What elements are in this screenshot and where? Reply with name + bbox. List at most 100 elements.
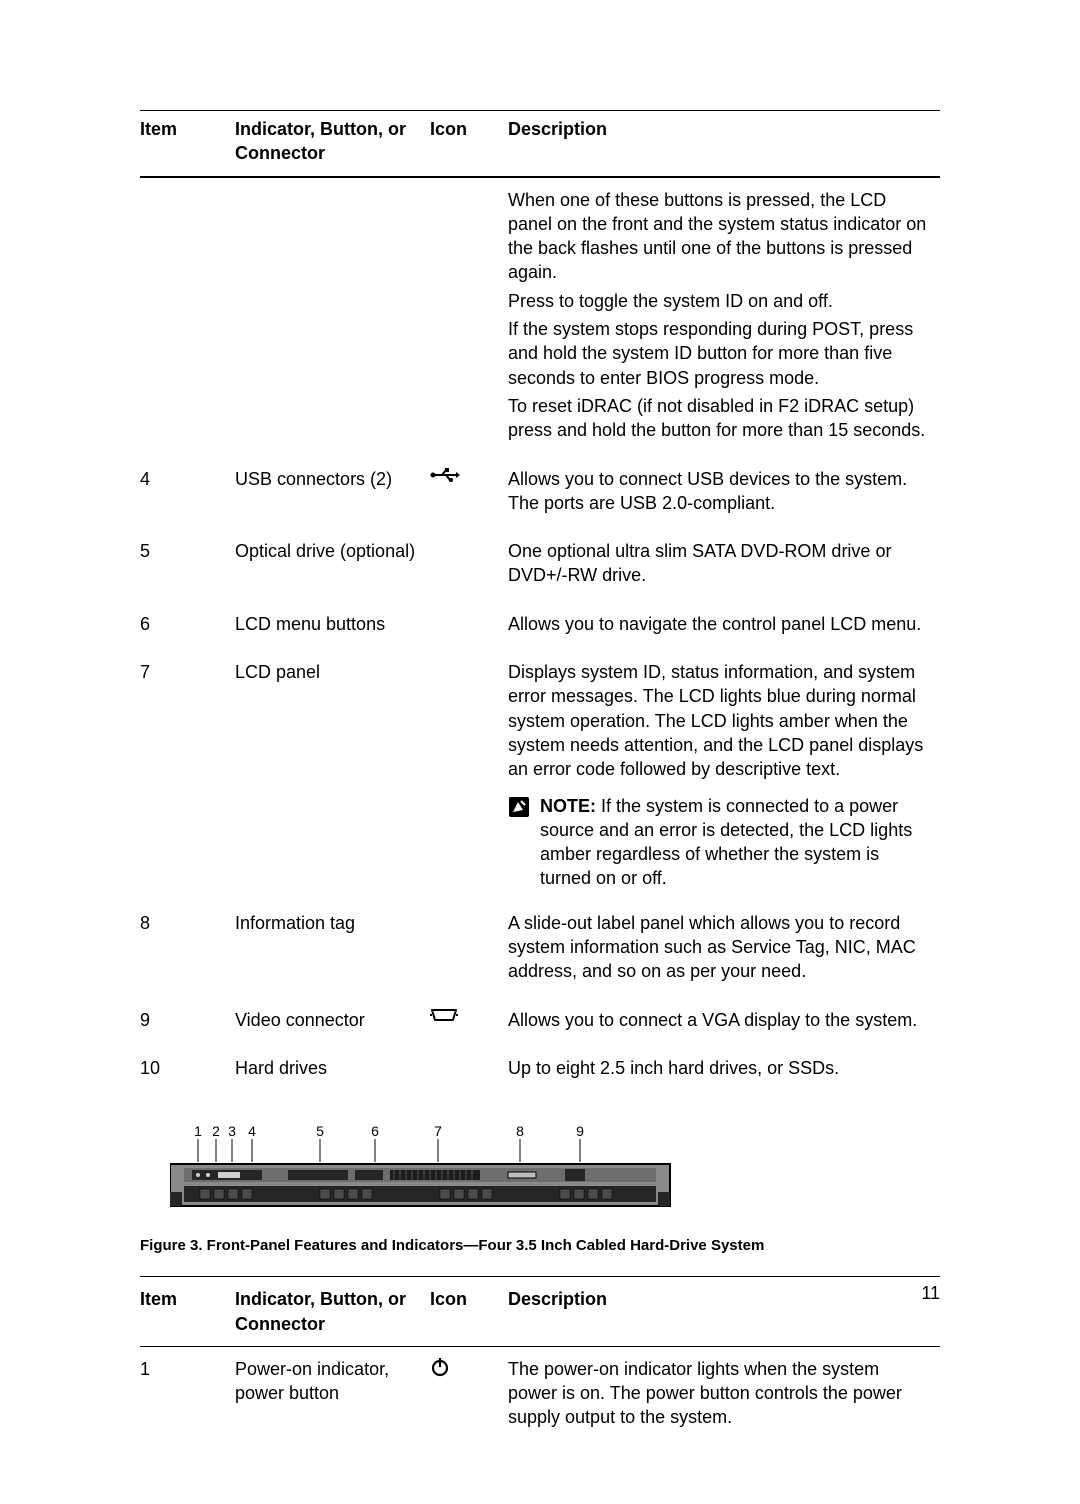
video-port-icon [565, 1169, 585, 1181]
drive-slot [574, 1189, 584, 1199]
cell-description: A slide-out label panel which allows you… [508, 901, 940, 998]
table-row: 1Power-on indicator, power button The po… [140, 1346, 940, 1443]
cell-description: The power-on indicator lights when the s… [508, 1346, 940, 1443]
drive-slot [440, 1189, 450, 1199]
drive-slot [482, 1189, 492, 1199]
figure-caption: Figure 3. Front-Panel Features and Indic… [140, 1237, 940, 1254]
drive-slot [468, 1189, 478, 1199]
description-paragraph: A slide-out label panel which allows you… [508, 911, 930, 984]
col-head-indicator: Indicator, Button, or Connector [235, 111, 430, 177]
drive-slot [228, 1189, 238, 1199]
callout-label: 8 [516, 1124, 524, 1139]
cell-icon [430, 650, 508, 901]
col-head-icon: Icon [430, 1277, 508, 1347]
features-table-1: Item Indicator, Button, or Connector Ico… [140, 110, 940, 1094]
description-paragraph: Press to toggle the system ID on and off… [508, 289, 930, 313]
drive-slot [200, 1189, 210, 1199]
cell-icon [430, 457, 508, 530]
col-head-item: Item [140, 111, 235, 177]
description-paragraph: Allows you to connect a VGA display to t… [508, 1008, 930, 1032]
page-number: 11 [921, 1283, 940, 1304]
col-head-description: Description [508, 1277, 940, 1347]
cell-indicator: Optical drive (optional) [235, 529, 430, 602]
cell-indicator: LCD panel [235, 650, 430, 901]
col-head-description: Description [508, 111, 940, 177]
drive-slot [362, 1189, 372, 1199]
cell-icon [430, 901, 508, 998]
cell-item: 6 [140, 602, 235, 650]
power-icon [430, 1357, 450, 1377]
drive-slot [560, 1189, 570, 1199]
drive-slot [320, 1189, 330, 1199]
cell-indicator: Information tag [235, 901, 430, 998]
cell-indicator: USB connectors (2) [235, 457, 430, 530]
front-panel-diagram: 123456789 [170, 1124, 690, 1219]
info-tag-icon [508, 1172, 536, 1178]
description-paragraph: One optional ultra slim SATA DVD-ROM dri… [508, 539, 930, 588]
callout-label: 1 [194, 1124, 202, 1139]
table-row: 6LCD menu buttons Allows you to navigate … [140, 602, 940, 650]
note-icon [508, 796, 530, 818]
callout-label: 7 [434, 1124, 442, 1139]
description-paragraph: The power-on indicator lights when the s… [508, 1357, 930, 1430]
description-paragraph: Allows you to connect USB devices to the… [508, 467, 930, 516]
note-text: NOTE: If the system is connected to a po… [540, 794, 930, 891]
cell-icon [430, 998, 508, 1046]
cell-indicator: Hard drives [235, 1046, 430, 1094]
cell-indicator [235, 177, 430, 457]
callout-label: 2 [212, 1124, 220, 1139]
callout-label: 5 [316, 1124, 324, 1139]
vga-icon [430, 1008, 458, 1022]
drive-slot [588, 1189, 598, 1199]
lcd-panel-icon [218, 1172, 240, 1178]
cell-description: Allows you to navigate the control panel… [508, 602, 940, 650]
cell-icon [430, 529, 508, 602]
cell-item: 8 [140, 901, 235, 998]
cell-indicator: Power-on indicator, power button [235, 1346, 430, 1443]
callout-label: 9 [576, 1124, 584, 1139]
cell-item: 1 [140, 1346, 235, 1443]
description-paragraph: To reset iDRAC (if not disabled in F2 iD… [508, 394, 930, 443]
table-row: 9Video connector Allows you to connect a… [140, 998, 940, 1046]
cell-description: Displays system ID, status information, … [508, 650, 940, 901]
usb-icon [430, 467, 460, 483]
callout-label: 4 [248, 1124, 256, 1139]
cell-item: 10 [140, 1046, 235, 1094]
chassis-ear [170, 1192, 182, 1206]
table-row: 10Hard drives Up to eight 2.5 inch hard d… [140, 1046, 940, 1094]
led-icon [196, 1173, 200, 1177]
drive-slot [214, 1189, 224, 1199]
cell-indicator: Video connector [235, 998, 430, 1046]
col-head-icon: Icon [430, 111, 508, 177]
table-row: 4USB connectors (2) Allows you to connec… [140, 457, 940, 530]
callout-label: 6 [371, 1124, 379, 1139]
led-icon [206, 1173, 210, 1177]
cell-indicator: LCD menu buttons [235, 602, 430, 650]
description-paragraph: When one of these buttons is pressed, th… [508, 188, 930, 285]
module [355, 1170, 383, 1180]
table-row: When one of these buttons is pressed, th… [140, 177, 940, 457]
cell-icon [430, 177, 508, 457]
cell-description: Allows you to connect USB devices to the… [508, 457, 940, 530]
drive-slot [454, 1189, 464, 1199]
cell-description: Allows you to connect a VGA display to t… [508, 998, 940, 1046]
note-box: NOTE: If the system is connected to a po… [508, 794, 930, 891]
col-head-item: Item [140, 1277, 235, 1347]
cell-description: One optional ultra slim SATA DVD-ROM dri… [508, 529, 940, 602]
table-row: 5Optical drive (optional) One optional ul… [140, 529, 940, 602]
cell-icon [430, 1046, 508, 1094]
cell-item: 4 [140, 457, 235, 530]
col-head-indicator: Indicator, Button, or Connector [235, 1277, 430, 1347]
cell-icon [430, 602, 508, 650]
cell-item: 7 [140, 650, 235, 901]
module [288, 1170, 348, 1180]
drive-bay-strip [184, 1186, 656, 1202]
cell-description: Up to eight 2.5 inch hard drives, or SSD… [508, 1046, 940, 1094]
drive-slot [334, 1189, 344, 1199]
features-table-2: Item Indicator, Button, or Connector Ico… [140, 1276, 940, 1443]
cell-item: 9 [140, 998, 235, 1046]
drive-slot [348, 1189, 358, 1199]
description-paragraph: Up to eight 2.5 inch hard drives, or SSD… [508, 1056, 930, 1080]
cell-item: 5 [140, 529, 235, 602]
cell-icon [430, 1346, 508, 1443]
